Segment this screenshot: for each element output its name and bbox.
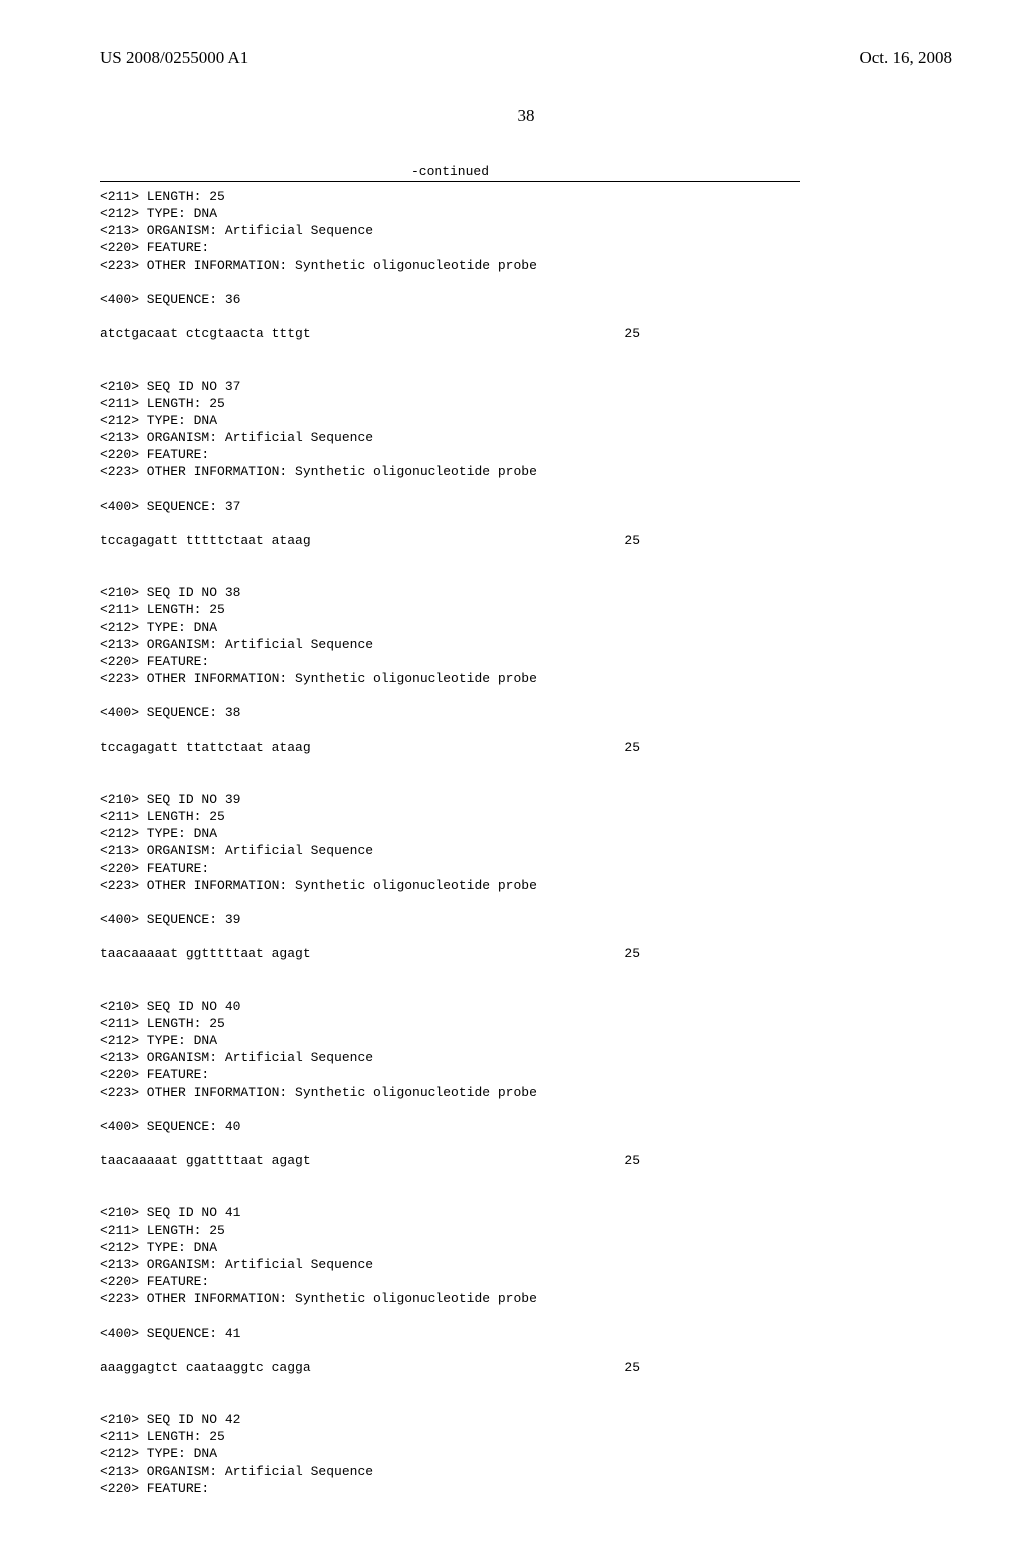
annotation-line: <223> OTHER INFORMATION: Synthetic oligo… xyxy=(100,1084,952,1101)
sequence-header: <400> SEQUENCE: 41 xyxy=(100,1325,952,1342)
page-header: US 2008/0255000 A1 Oct. 16, 2008 xyxy=(100,48,952,68)
annotation-line: <220> FEATURE: xyxy=(100,653,952,670)
sequence-header: <400> SEQUENCE: 38 xyxy=(100,704,952,721)
sequence-length: 25 xyxy=(624,1152,640,1169)
annotation-line: <213> ORGANISM: Artificial Sequence xyxy=(100,636,952,653)
spacer xyxy=(100,515,952,532)
annotation-line: <213> ORGANISM: Artificial Sequence xyxy=(100,429,952,446)
spacer xyxy=(100,894,952,911)
sequence-length: 25 xyxy=(624,325,640,342)
annotation-line: <210> SEQ ID NO 41 xyxy=(100,1204,952,1221)
spacer xyxy=(100,342,952,359)
sequence-line: aaaggagtct caataaggtc cagga 25 xyxy=(100,1359,640,1376)
sequence-header: <400> SEQUENCE: 37 xyxy=(100,498,952,515)
annotation-line: <210> SEQ ID NO 37 xyxy=(100,378,952,395)
annotation-line: <212> TYPE: DNA xyxy=(100,825,952,842)
annotation-line: <210> SEQ ID NO 39 xyxy=(100,791,952,808)
annotation-line: <210> SEQ ID NO 38 xyxy=(100,584,952,601)
sequence-header: <400> SEQUENCE: 36 xyxy=(100,291,952,308)
sequence-text: taacaaaaat ggattttaat agagt xyxy=(100,1152,311,1169)
annotation-line: <220> FEATURE: xyxy=(100,446,952,463)
sequence-line: atctgacaat ctcgtaacta tttgt 25 xyxy=(100,325,640,342)
annotation-line: <212> TYPE: DNA xyxy=(100,619,952,636)
page-number: 38 xyxy=(100,106,952,126)
sequence-length: 25 xyxy=(624,1359,640,1376)
continued-label: -continued xyxy=(100,164,800,179)
sequence-entry: <210> SEQ ID NO 40<211> LENGTH: 25<212> … xyxy=(100,998,952,1187)
annotation-line: <223> OTHER INFORMATION: Synthetic oligo… xyxy=(100,463,952,480)
spacer xyxy=(100,722,952,739)
annotation-line: <210> SEQ ID NO 42 xyxy=(100,1411,952,1428)
annotation-line: <211> LENGTH: 25 xyxy=(100,395,952,412)
annotation-line: <212> TYPE: DNA xyxy=(100,412,952,429)
annotation-line: <211> LENGTH: 25 xyxy=(100,808,952,825)
patent-page: US 2008/0255000 A1 Oct. 16, 2008 38 -con… xyxy=(0,0,1024,1555)
spacer xyxy=(100,481,952,498)
spacer xyxy=(100,308,952,325)
sequence-header: <400> SEQUENCE: 39 xyxy=(100,911,952,928)
spacer xyxy=(100,963,952,980)
sequence-line: taacaaaaat ggtttttaat agagt 25 xyxy=(100,945,640,962)
spacer xyxy=(100,1376,952,1393)
sequence-header: <400> SEQUENCE: 40 xyxy=(100,1118,952,1135)
annotation-line: <211> LENGTH: 25 xyxy=(100,601,952,618)
sequence-text: aaaggagtct caataaggtc cagga xyxy=(100,1359,311,1376)
sequence-text: tccagagatt tttttctaat ataag xyxy=(100,532,311,549)
sequence-entry: <210> SEQ ID NO 39<211> LENGTH: 25<212> … xyxy=(100,791,952,980)
spacer xyxy=(100,1342,952,1359)
sequence-entry: <210> SEQ ID NO 41<211> LENGTH: 25<212> … xyxy=(100,1204,952,1393)
sequence-listing: <211> LENGTH: 25<212> TYPE: DNA<213> ORG… xyxy=(100,188,952,1497)
sequence-entry: <210> SEQ ID NO 37<211> LENGTH: 25<212> … xyxy=(100,378,952,567)
continued-block: -continued xyxy=(100,164,800,182)
spacer xyxy=(100,1135,952,1152)
spacer xyxy=(100,1101,952,1118)
annotation-line: <220> FEATURE: xyxy=(100,1480,952,1497)
annotation-line: <223> OTHER INFORMATION: Synthetic oligo… xyxy=(100,1290,952,1307)
annotation-line: <210> SEQ ID NO 40 xyxy=(100,998,952,1015)
annotation-line: <211> LENGTH: 25 xyxy=(100,188,952,205)
publication-number: US 2008/0255000 A1 xyxy=(100,48,248,68)
sequence-length: 25 xyxy=(624,739,640,756)
annotation-line: <212> TYPE: DNA xyxy=(100,1032,952,1049)
sequence-line: taacaaaaat ggattttaat agagt 25 xyxy=(100,1152,640,1169)
annotation-line: <213> ORGANISM: Artificial Sequence xyxy=(100,1256,952,1273)
annotation-line: <213> ORGANISM: Artificial Sequence xyxy=(100,842,952,859)
horizontal-rule xyxy=(100,181,800,182)
annotation-line: <211> LENGTH: 25 xyxy=(100,1428,952,1445)
sequence-text: atctgacaat ctcgtaacta tttgt xyxy=(100,325,311,342)
sequence-length: 25 xyxy=(624,945,640,962)
annotation-line: <223> OTHER INFORMATION: Synthetic oligo… xyxy=(100,670,952,687)
annotation-line: <220> FEATURE: xyxy=(100,1273,952,1290)
annotation-line: <212> TYPE: DNA xyxy=(100,1239,952,1256)
publication-date: Oct. 16, 2008 xyxy=(859,48,952,68)
annotation-line: <211> LENGTH: 25 xyxy=(100,1015,952,1032)
spacer xyxy=(100,1169,952,1186)
sequence-entry: <210> SEQ ID NO 38<211> LENGTH: 25<212> … xyxy=(100,584,952,773)
sequence-line: tccagagatt ttattctaat ataag 25 xyxy=(100,739,640,756)
spacer xyxy=(100,274,952,291)
annotation-line: <213> ORGANISM: Artificial Sequence xyxy=(100,1049,952,1066)
annotation-line: <220> FEATURE: xyxy=(100,1066,952,1083)
spacer xyxy=(100,1307,952,1324)
sequence-entry: <211> LENGTH: 25<212> TYPE: DNA<213> ORG… xyxy=(100,188,952,360)
annotation-line: <212> TYPE: DNA xyxy=(100,1445,952,1462)
sequence-entry: <210> SEQ ID NO 42<211> LENGTH: 25<212> … xyxy=(100,1411,952,1497)
sequence-text: taacaaaaat ggtttttaat agagt xyxy=(100,945,311,962)
spacer xyxy=(100,928,952,945)
spacer xyxy=(100,756,952,773)
spacer xyxy=(100,687,952,704)
sequence-line: tccagagatt tttttctaat ataag 25 xyxy=(100,532,640,549)
annotation-line: <212> TYPE: DNA xyxy=(100,205,952,222)
annotation-line: <220> FEATURE: xyxy=(100,239,952,256)
sequence-length: 25 xyxy=(624,532,640,549)
annotation-line: <223> OTHER INFORMATION: Synthetic oligo… xyxy=(100,877,952,894)
annotation-line: <220> FEATURE: xyxy=(100,860,952,877)
sequence-text: tccagagatt ttattctaat ataag xyxy=(100,739,311,756)
annotation-line: <213> ORGANISM: Artificial Sequence xyxy=(100,222,952,239)
annotation-line: <223> OTHER INFORMATION: Synthetic oligo… xyxy=(100,257,952,274)
spacer xyxy=(100,549,952,566)
annotation-line: <213> ORGANISM: Artificial Sequence xyxy=(100,1463,952,1480)
annotation-line: <211> LENGTH: 25 xyxy=(100,1222,952,1239)
